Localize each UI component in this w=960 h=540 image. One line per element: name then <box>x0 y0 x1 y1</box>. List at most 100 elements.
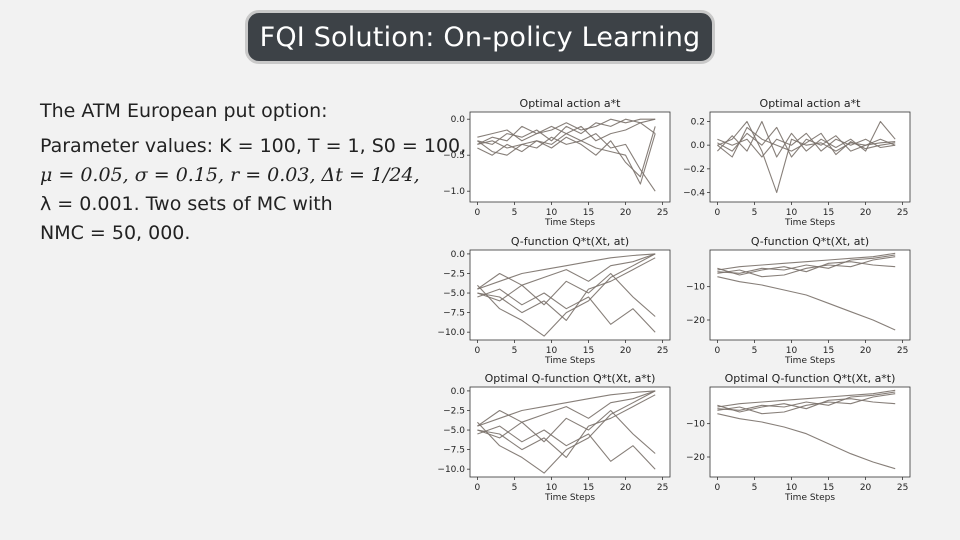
x-tick-label-3-2: 10 <box>786 346 798 356</box>
x-tick-label-0-0: 0 <box>475 208 481 218</box>
chart-title-0: Optimal action a*t <box>520 97 622 110</box>
y-tick-label-2-1: −2.5 <box>443 269 465 279</box>
y-tick-label-2-0: 0.0 <box>451 250 466 260</box>
x-tick-label-2-3: 15 <box>583 346 594 356</box>
x-tick-label-0-4: 20 <box>620 208 632 218</box>
series-line-0-1 <box>477 118 656 145</box>
y-tick-label-1-1: 0.0 <box>691 141 706 151</box>
series-line-5-4 <box>717 391 896 411</box>
y-tick-label-4-0: 0.0 <box>451 387 466 397</box>
y-tick-label-4-4: −10.0 <box>437 465 465 475</box>
series-line-1-2 <box>717 120 896 158</box>
x-tick-label-4-2: 10 <box>546 483 558 493</box>
x-tick-label-5-0: 0 <box>715 483 721 493</box>
x-tick-label-1-0: 0 <box>715 208 721 218</box>
y-tick-label-4-1: −2.5 <box>443 406 465 416</box>
series-line-0-5 <box>477 125 656 185</box>
series-line-0-3 <box>477 133 656 192</box>
x-tick-label-5-3: 15 <box>823 483 834 493</box>
series-line-5-2 <box>717 393 896 415</box>
series-line-0-2 <box>477 126 656 178</box>
x-tick-label-4-1: 5 <box>512 483 518 493</box>
y-tick-label-3-0: −10 <box>686 283 705 293</box>
x-tick-label-5-5: 25 <box>897 483 908 493</box>
y-tick-label-5-1: −20 <box>686 453 705 463</box>
text-block: The ATM European put option: Parameter v… <box>40 97 467 248</box>
y-tick-label-0-0: 0.0 <box>451 115 466 125</box>
chart-title-3: Q-function Q*t(Xt, at) <box>751 235 869 248</box>
series-line-3-0 <box>717 252 896 271</box>
chart-title-4: Optimal Q-function Q*t(Xt, a*t) <box>485 372 656 385</box>
chart-title-1: Optimal action a*t <box>760 97 862 110</box>
x-tick-label-4-0: 0 <box>475 483 481 493</box>
x-tick-label-3-3: 15 <box>823 346 834 356</box>
plot-frame-1 <box>709 111 911 203</box>
series-line-1-3 <box>717 132 896 158</box>
x-tick-label-1-3: 15 <box>823 208 834 218</box>
series-line-1-1 <box>717 126 896 158</box>
chart-title-2: Q-function Q*t(Xt, at) <box>511 235 629 248</box>
y-tick-label-4-2: −5.0 <box>443 426 465 436</box>
x-tick-label-0-5: 25 <box>657 208 668 218</box>
x-tick-label-2-1: 5 <box>512 346 518 356</box>
x-tick-label-3-5: 25 <box>897 346 908 356</box>
x-tick-label-2-2: 10 <box>546 346 558 356</box>
x-axis-label-5: Time Steps <box>784 493 835 503</box>
slide-title: FQI Solution: On-policy Learning <box>245 10 715 64</box>
plot-frame-2 <box>469 249 671 341</box>
params-line-2: μ = 0.05, σ = 0.15, r = 0.03, Δt = 1/24, <box>40 164 420 186</box>
slide-title-text: FQI Solution: On-policy Learning <box>259 21 701 53</box>
x-tick-label-4-3: 15 <box>583 483 594 493</box>
series-line-1-4 <box>717 126 896 158</box>
series-line-2-0 <box>477 253 656 290</box>
series-line-5-3 <box>717 398 896 413</box>
series-line-4-5 <box>477 394 656 458</box>
x-tick-label-1-4: 20 <box>860 208 872 218</box>
x-tick-label-3-4: 20 <box>860 346 872 356</box>
series-line-4-3 <box>477 425 656 470</box>
series-line-3-2 <box>717 256 896 278</box>
x-tick-label-1-1: 5 <box>752 208 758 218</box>
series-line-4-2 <box>477 390 656 474</box>
plot-frame-5 <box>709 386 911 478</box>
heading-text: The ATM European put option: <box>40 100 328 122</box>
plot-frame-4 <box>469 386 671 478</box>
x-axis-label-0: Time Steps <box>544 218 595 228</box>
series-line-2-1 <box>477 272 656 317</box>
x-tick-label-2-5: 25 <box>657 346 668 356</box>
y-tick-label-0-1: −0.5 <box>443 151 465 161</box>
series-line-4-4 <box>477 390 656 427</box>
x-tick-label-3-0: 0 <box>715 346 721 356</box>
series-line-2-2 <box>477 253 656 337</box>
plot-frame-0 <box>469 111 671 203</box>
series-line-2-4 <box>477 253 656 290</box>
series-line-3-3 <box>717 261 896 276</box>
params-line-3: λ = 0.001. Two sets of MC with <box>40 193 333 215</box>
params-line-1: Parameter values: K = 100, T = 1, S0 = 1… <box>40 135 467 157</box>
y-tick-label-1-0: 0.2 <box>691 117 705 127</box>
x-tick-label-0-2: 10 <box>546 208 558 218</box>
x-tick-label-1-2: 10 <box>786 208 798 218</box>
x-tick-label-5-1: 5 <box>752 483 758 493</box>
y-tick-label-4-3: −7.5 <box>443 446 465 456</box>
x-tick-label-3-1: 5 <box>752 346 758 356</box>
x-axis-label-3: Time Steps <box>784 356 835 366</box>
x-tick-label-0-1: 5 <box>512 208 518 218</box>
series-line-4-0 <box>477 390 656 427</box>
series-line-4-1 <box>477 409 656 454</box>
series-line-2-3 <box>477 288 656 333</box>
y-tick-label-0-2: −1.0 <box>443 187 465 197</box>
y-tick-label-2-4: −10.0 <box>437 328 465 338</box>
x-tick-label-2-0: 0 <box>475 346 481 356</box>
y-tick-label-1-3: −0.4 <box>683 189 705 199</box>
x-axis-label-1: Time Steps <box>784 218 835 228</box>
x-axis-label-2: Time Steps <box>544 356 595 366</box>
chart-title-5: Optimal Q-function Q*t(Xt, a*t) <box>725 372 896 385</box>
y-tick-label-2-2: −5.0 <box>443 289 465 299</box>
x-tick-label-5-2: 10 <box>786 483 798 493</box>
x-tick-label-0-3: 15 <box>583 208 594 218</box>
y-tick-label-1-2: −0.2 <box>683 165 705 175</box>
y-tick-label-2-3: −7.5 <box>443 309 465 319</box>
series-line-5-0 <box>717 389 896 408</box>
